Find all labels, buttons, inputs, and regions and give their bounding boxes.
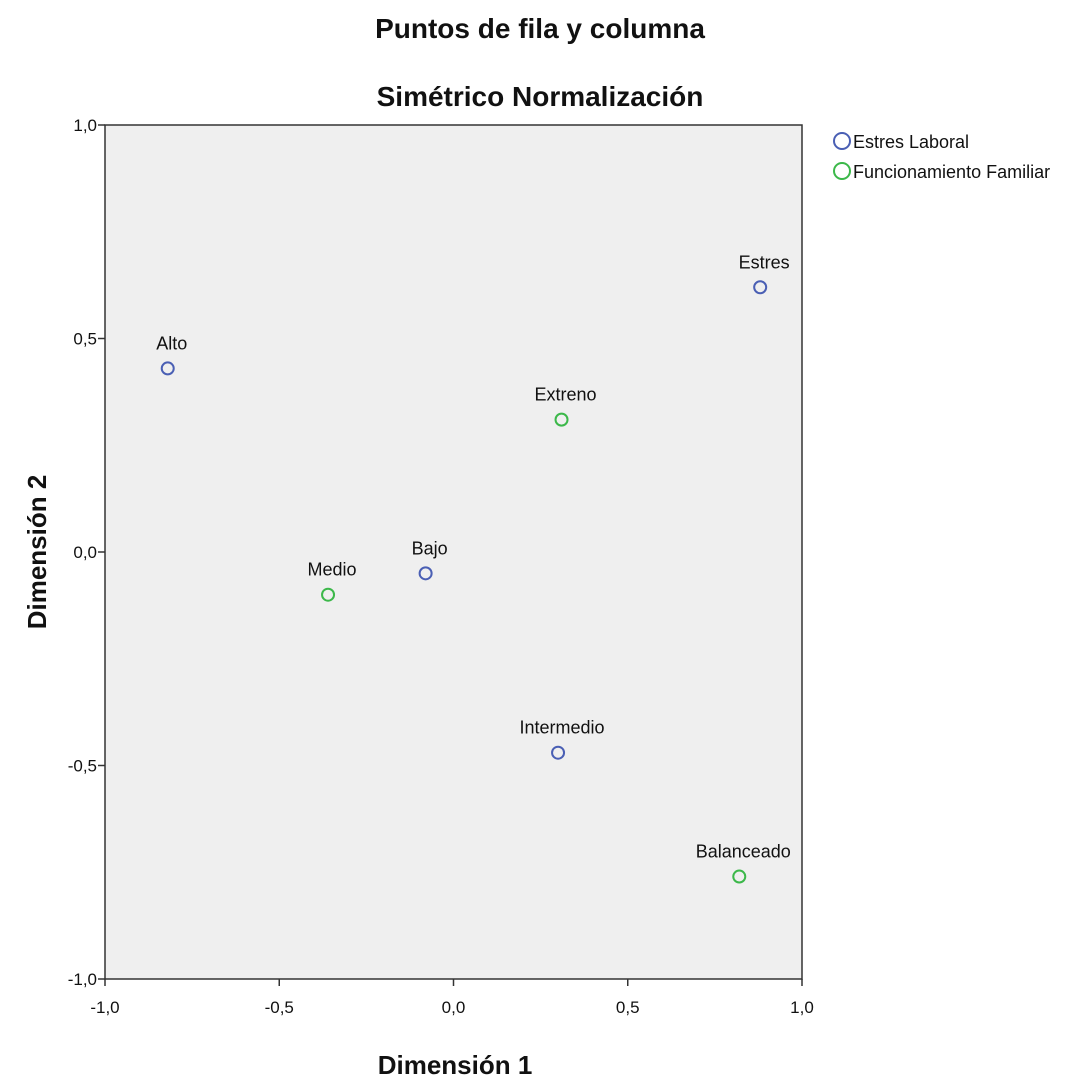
plot-area — [104, 124, 803, 980]
x-tick-label: 0,0 — [442, 998, 466, 1017]
x-tick-label: 0,5 — [616, 998, 640, 1017]
x-tick-label: -0,5 — [265, 998, 294, 1017]
point-label: Alto — [156, 333, 187, 353]
x-tick-label: 1,0 — [790, 998, 814, 1017]
legend: Estres Laboral Funcionamiento Familiar — [833, 132, 1050, 182]
y-axis-title: Dimensión 2 — [22, 475, 52, 630]
y-tick-label: 0,5 — [73, 330, 97, 349]
data-point — [732, 869, 747, 884]
data-point — [160, 361, 175, 376]
point-label: Medio — [308, 560, 357, 580]
chart-subtitle: Simétrico Normalización — [377, 81, 704, 112]
chart-title: Puntos de fila y columna — [375, 13, 705, 44]
y-tick-label: 0,0 — [73, 543, 97, 562]
legend-marker — [833, 162, 851, 180]
data-point — [418, 566, 433, 581]
y-tick-label: -0,5 — [68, 757, 97, 776]
legend-marker — [833, 132, 851, 150]
data-point — [753, 280, 768, 295]
y-axis: -1,0 -0,5 0,0 0,5 1,0 — [68, 116, 105, 989]
legend-label: Estres Laboral — [853, 132, 969, 152]
data-point — [554, 412, 569, 427]
data-point — [551, 745, 566, 760]
x-axis-title: Dimensión 1 — [378, 1050, 533, 1080]
point-label: Balanceado — [696, 842, 791, 862]
points-layer: Alto Bajo Intermedio Estres Medio Extreno Bala… — [156, 252, 791, 884]
point-label: Intermedio — [520, 718, 605, 738]
x-axis: -1,0 -0,5 0,0 0,5 1,0 — [90, 979, 814, 1017]
point-label: Bajo — [412, 538, 448, 558]
y-tick-label: 1,0 — [73, 116, 97, 135]
legend-label: Funcionamiento Familiar — [853, 162, 1050, 182]
point-label: Extreno — [535, 385, 597, 405]
point-label: Estres — [739, 252, 790, 272]
x-tick-label: -1,0 — [90, 998, 119, 1017]
data-point — [321, 587, 336, 602]
y-tick-label: -1,0 — [68, 970, 97, 989]
